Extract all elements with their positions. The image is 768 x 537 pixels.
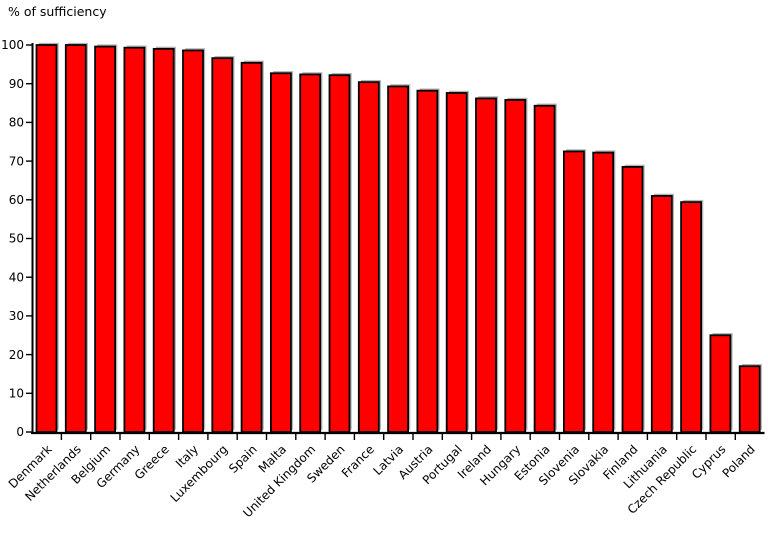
bar-portugal (445, 92, 468, 433)
bar-cyprus (709, 334, 732, 433)
bar-germany (123, 46, 146, 433)
bar-lithuania (650, 195, 673, 433)
bar-czech-republic (680, 201, 702, 433)
y-tick-label-0: 0 (16, 425, 24, 439)
bar-sweden (328, 74, 351, 433)
bar-luxembourg (211, 57, 234, 433)
bar-denmark (35, 44, 58, 433)
bar-slovenia (563, 150, 585, 433)
bar-poland (738, 365, 761, 433)
x-label-group-france: France (339, 442, 377, 480)
bar-france (357, 81, 380, 433)
x-label-france: France (339, 442, 377, 480)
bar-united-kingdom (299, 73, 322, 433)
y-tick-label-100: 100 (1, 38, 24, 52)
y-tick-label-40: 40 (9, 270, 24, 284)
y-tick-label-90: 90 (9, 77, 24, 91)
y-tick-label-70: 70 (9, 154, 24, 168)
x-label-group-poland: Poland (720, 442, 758, 480)
bar-malta (269, 72, 292, 433)
bar-greece (152, 47, 175, 433)
y-tick-label-50: 50 (9, 232, 24, 246)
bar-spain (240, 61, 263, 433)
bar-finland (621, 166, 644, 433)
y-axis-tick-labels: 0 10 20 30 40 50 60 70 80 90 100 (1, 38, 24, 439)
axes-layer (26, 43, 765, 440)
y-tick-label-10: 10 (9, 387, 24, 401)
y-tick-label-80: 80 (9, 116, 24, 130)
bar-latvia (387, 85, 410, 433)
bar-ireland (475, 97, 497, 433)
bar-estonia (533, 104, 556, 433)
x-label-spain: Spain (226, 442, 260, 476)
x-label-poland: Poland (720, 442, 758, 480)
bars-layer (35, 44, 761, 433)
bar-italy (182, 49, 204, 433)
bar-slovakia (592, 151, 615, 433)
x-label-group-spain: Spain (226, 442, 260, 476)
y-tick-label-30: 30 (9, 309, 24, 323)
y-tick-label-60: 60 (9, 193, 24, 207)
y-tick-label-20: 20 (9, 348, 24, 362)
bar-hungary (504, 99, 527, 433)
bar-austria (416, 89, 439, 433)
bar-belgium (94, 45, 116, 433)
y-axis-title: % of sufficiency (8, 4, 107, 19)
bar-netherlands (64, 44, 87, 433)
